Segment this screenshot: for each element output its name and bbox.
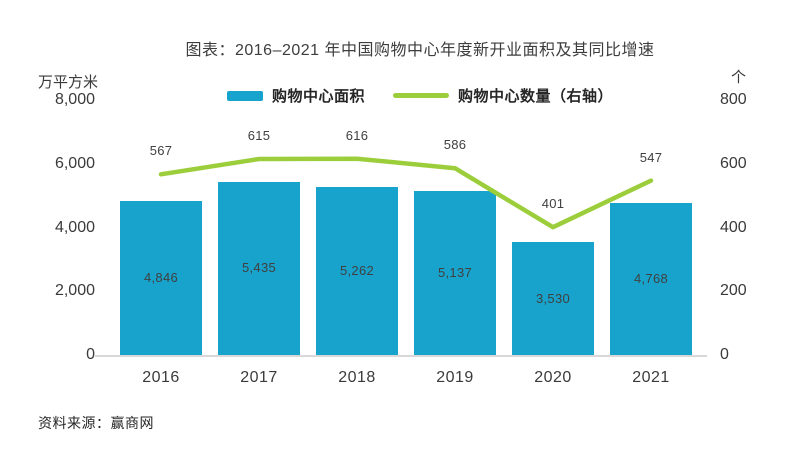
bar-2020 [512, 242, 594, 355]
y-axis-right-tick: 0 [720, 346, 729, 363]
right-axis-unit: 个 [731, 69, 747, 86]
y-axis-right-tick: 800 [720, 91, 747, 108]
legend-line-swatch [393, 93, 449, 98]
x-axis-tick-2018: 2018 [338, 369, 376, 386]
bar-value-label: 5,262 [339, 263, 375, 279]
y-axis-left-tick: 4,000 [54, 218, 95, 236]
x-axis-line [95, 355, 707, 357]
line-value-label: 616 [345, 127, 369, 143]
x-axis-tick-2019: 2019 [436, 369, 474, 386]
bar-value-label: 3,530 [535, 290, 571, 306]
line-value-label: 567 [149, 143, 173, 159]
legend-bar-swatch [226, 90, 263, 101]
legend: 购物中心面积 购物中心数量（右轴） [40, 85, 800, 106]
y-axis-right-tick: 600 [720, 154, 747, 172]
bar-value-label: 4,768 [633, 271, 669, 286]
x-axis-tick-2021: 2021 [632, 369, 670, 386]
y-axis-left-tick: 0 [86, 346, 95, 363]
line-value-label: 547 [639, 149, 663, 165]
x-axis-tick-2017: 2017 [240, 369, 278, 386]
bar-value-label: 4,846 [143, 269, 179, 285]
line-value-label: 615 [247, 127, 271, 143]
x-axis-tick-2020: 2020 [534, 369, 572, 386]
chart-title: 图表：2016–2021 年中国购物中心年度新开业面积及其同比增速 [185, 42, 655, 59]
legend-line-label: 购物中心数量（右轴） [458, 88, 614, 105]
line-value-label: 401 [541, 196, 565, 212]
line-value-label: 586 [443, 137, 467, 153]
y-axis-left-tick: 8,000 [54, 91, 95, 108]
legend-bar-label: 购物中心面积 [271, 88, 365, 105]
y-axis-right-tick: 200 [720, 282, 747, 300]
source-note: 资料来源：赢商网 [38, 415, 154, 431]
y-axis-left-tick: 2,000 [54, 282, 95, 300]
y-axis-right-tick: 400 [720, 218, 747, 236]
left-axis-unit: 万平方米 [38, 74, 99, 91]
bar-value-label: 5,435 [241, 260, 277, 276]
y-axis-left-tick: 6,000 [54, 154, 95, 172]
x-axis-tick-2016: 2016 [142, 369, 180, 386]
bar-value-label: 5,137 [437, 265, 473, 281]
